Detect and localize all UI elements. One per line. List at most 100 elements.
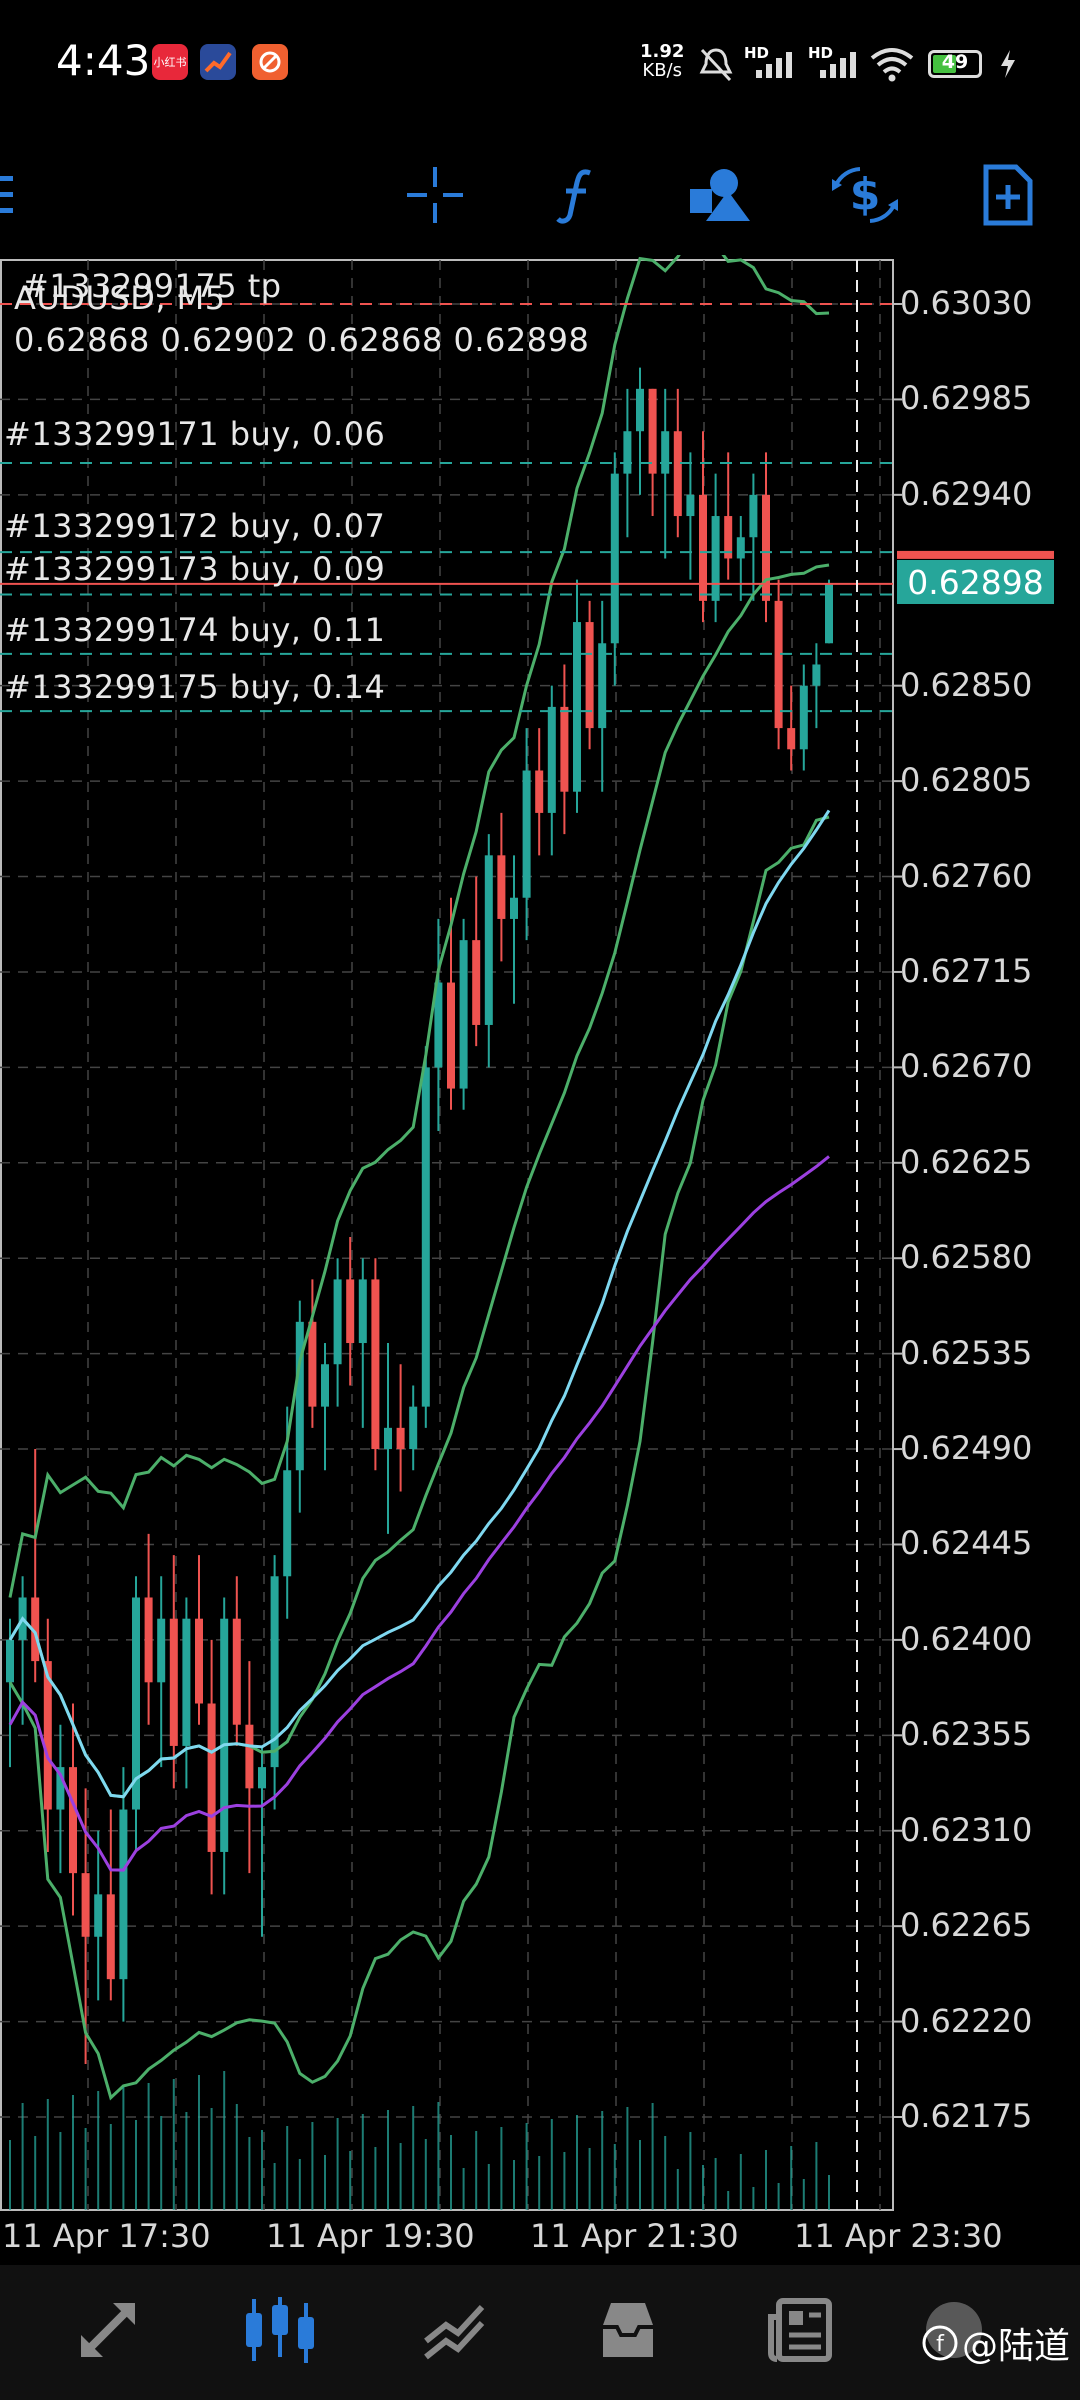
candle-body bbox=[308, 1321, 317, 1407]
svg-text:f: f bbox=[936, 2332, 945, 2357]
new-order-button[interactable] bbox=[963, 150, 1053, 240]
moving-average-fast bbox=[8, 809, 831, 1799]
candle-body bbox=[522, 770, 531, 898]
candle-body bbox=[472, 940, 481, 1025]
candle-body bbox=[585, 622, 594, 729]
svg-text:$: $ bbox=[850, 169, 881, 220]
nav-history[interactable] bbox=[578, 2285, 678, 2375]
nav-quotes[interactable] bbox=[58, 2285, 158, 2375]
candle-body bbox=[270, 1576, 279, 1768]
candle-body bbox=[724, 516, 733, 559]
candle-body bbox=[774, 600, 783, 729]
mute-icon bbox=[699, 48, 733, 82]
price-label: 0.62985 bbox=[900, 379, 1033, 418]
candle-body bbox=[699, 494, 707, 601]
nav-trade[interactable] bbox=[405, 2285, 505, 2375]
price-label: 0.62580 bbox=[900, 1238, 1033, 1277]
bottom-navigation: f @陆道 bbox=[0, 2265, 1080, 2400]
candle-body bbox=[484, 855, 493, 1025]
candle-body bbox=[447, 982, 455, 1089]
order-label-1[interactable]: #133299171 buy, 0.06 bbox=[4, 415, 386, 453]
objects-icon bbox=[690, 169, 750, 221]
order-label-5[interactable]: #133299175 buy, 0.14 bbox=[4, 668, 386, 706]
watermark: f @陆道 bbox=[922, 2317, 1070, 2369]
chart-app-icon bbox=[200, 44, 236, 80]
nav-chart[interactable] bbox=[230, 2285, 330, 2375]
menu-icon bbox=[0, 176, 13, 213]
candle-body bbox=[94, 1894, 103, 1937]
objects-button[interactable] bbox=[676, 150, 766, 240]
candle-body bbox=[31, 1597, 40, 1662]
battery-fill bbox=[933, 55, 957, 73]
signal-hd-label: HD bbox=[744, 44, 770, 62]
candle-body bbox=[232, 1618, 241, 1725]
order-label-3[interactable]: #133299173 buy, 0.09 bbox=[4, 550, 386, 588]
candle-body bbox=[106, 1894, 115, 1980]
orange-app-icon bbox=[252, 44, 288, 80]
menu-button[interactable] bbox=[0, 150, 60, 240]
time-label-3: 11 Apr 21:30 bbox=[530, 2217, 739, 2255]
candle-body bbox=[195, 1618, 203, 1704]
candle-body bbox=[762, 494, 770, 601]
signal-icon bbox=[756, 52, 792, 78]
tp-label: #133299175 tp bbox=[22, 267, 282, 305]
trade-icon bbox=[424, 2304, 485, 2360]
chart-toolbar: $ bbox=[0, 140, 1080, 250]
price-label: 0.62535 bbox=[900, 1333, 1033, 1372]
candle-body bbox=[69, 1767, 77, 1874]
symbol-label: AUDUSD, M5 bbox=[14, 279, 226, 317]
candle-body bbox=[207, 1703, 216, 1852]
moving-average-slow bbox=[8, 1155, 830, 1872]
signal-icon-2 bbox=[820, 52, 856, 78]
candle-body bbox=[346, 1279, 355, 1344]
candle-body bbox=[825, 583, 833, 644]
ask-marker bbox=[897, 550, 1054, 559]
plot-frame bbox=[0, 259, 894, 2211]
indicators-button[interactable] bbox=[533, 150, 623, 240]
xiaohongshu-app-icon: 小红书 bbox=[152, 44, 188, 80]
order-label-2[interactable]: #133299172 buy, 0.07 bbox=[4, 507, 386, 545]
order-label-4[interactable]: #133299174 buy, 0.11 bbox=[4, 611, 386, 649]
messages-icon bbox=[768, 2298, 832, 2362]
candle-body bbox=[333, 1279, 342, 1365]
chart-canvas[interactable] bbox=[0, 255, 1080, 2245]
candle-body bbox=[711, 516, 720, 601]
candle-body bbox=[573, 622, 581, 792]
candle-body bbox=[661, 431, 670, 474]
time-label-1: 11 Apr 17:30 bbox=[2, 2217, 211, 2255]
status-time: 4:43 bbox=[56, 36, 151, 85]
candle-body bbox=[648, 388, 657, 474]
candle-body bbox=[812, 664, 821, 686]
watermark-text: @陆道 bbox=[961, 2326, 1070, 2367]
candle-body bbox=[169, 1618, 178, 1746]
signal-hd-label-2: HD bbox=[808, 44, 834, 62]
price-label: 0.62175 bbox=[900, 2097, 1033, 2135]
nav-messages[interactable] bbox=[750, 2285, 850, 2375]
candle-body bbox=[736, 537, 745, 559]
candle-body bbox=[623, 431, 632, 474]
candle-body bbox=[220, 1618, 229, 1852]
candle-body bbox=[245, 1724, 254, 1789]
candle-body bbox=[535, 770, 544, 813]
candle-body bbox=[598, 643, 607, 729]
candle-body bbox=[6, 1639, 14, 1683]
candle-body bbox=[560, 706, 569, 792]
candle-body bbox=[81, 1873, 90, 1937]
wifi-icon bbox=[870, 48, 914, 82]
candle-body bbox=[132, 1597, 140, 1810]
candle-body bbox=[636, 388, 644, 432]
crosshair-button[interactable] bbox=[390, 150, 480, 240]
crosshair-icon bbox=[407, 167, 463, 223]
price-label: 0.62445 bbox=[900, 1524, 1033, 1563]
candle-body bbox=[321, 1364, 329, 1407]
price-label: 0.62625 bbox=[900, 1142, 1033, 1181]
network-speed: 1.92 KB/s bbox=[640, 41, 685, 81]
time-label-2: 11 Apr 19:30 bbox=[266, 2217, 475, 2255]
candle-body bbox=[56, 1767, 65, 1810]
nav-settings[interactable] bbox=[904, 2285, 1004, 2375]
time-label-4: 11 Apr 23:30 bbox=[794, 2217, 1003, 2255]
candle-body bbox=[119, 1809, 128, 1980]
trade-button[interactable]: $ bbox=[820, 150, 910, 240]
price-chart[interactable]: #133299175 tp AUDUSD, M5 0.62868 0.62902… bbox=[0, 255, 1080, 2255]
price-label: 0.62355 bbox=[900, 1715, 1033, 1754]
